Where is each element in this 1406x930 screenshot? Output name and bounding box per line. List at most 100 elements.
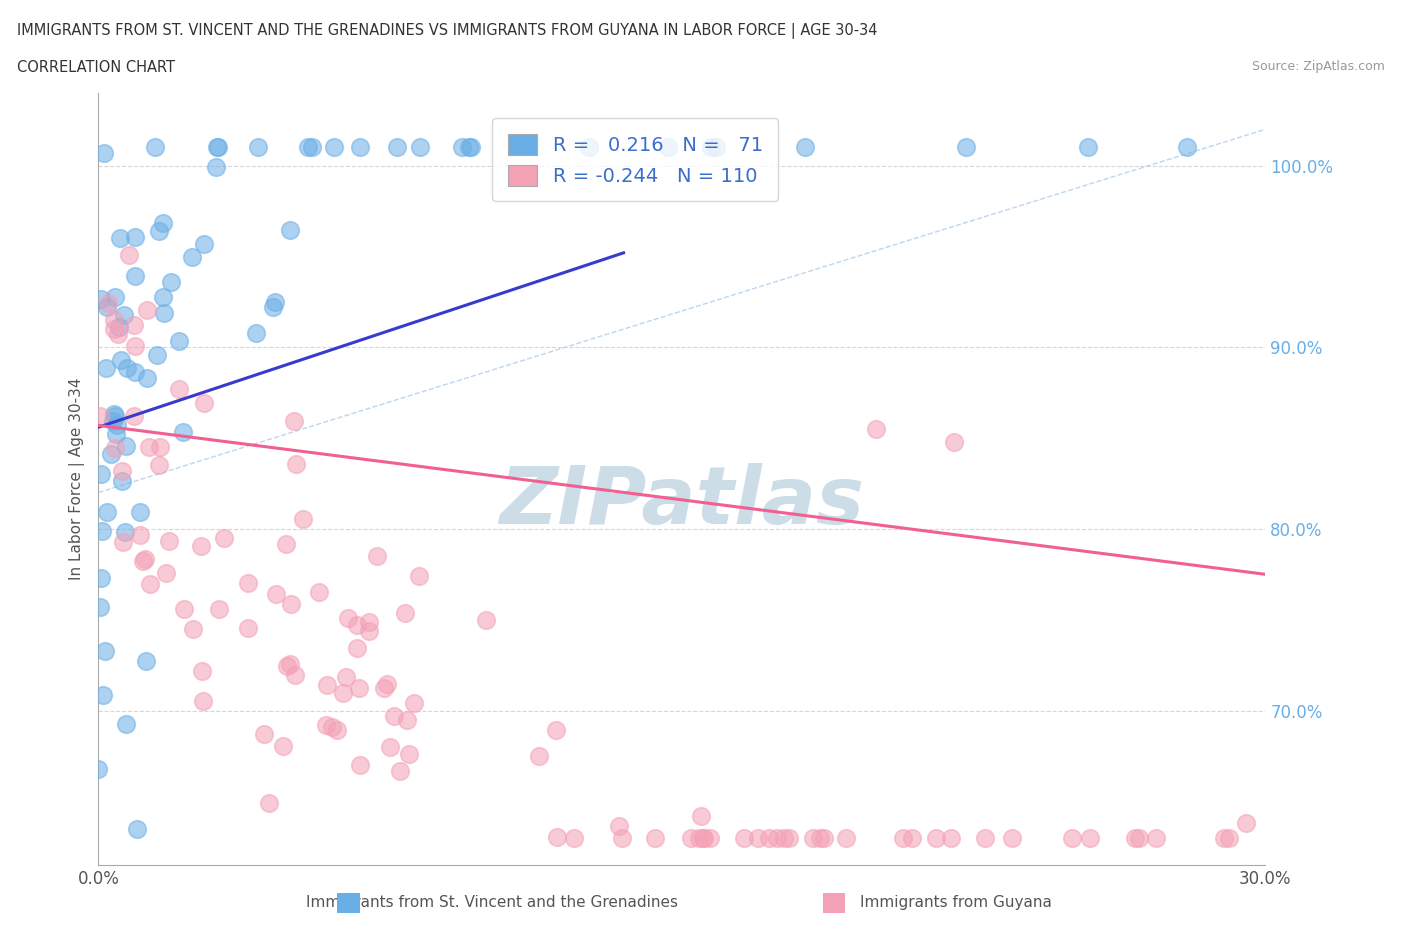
Point [153, 305, 176, 320]
Point [93, 146, 115, 161]
Point [285, 457, 308, 472]
Point [332, 685, 354, 700]
Point [835, 830, 858, 845]
Point [104, 408, 127, 423]
Point [1144, 830, 1167, 845]
Point [657, 140, 679, 155]
Point [308, 584, 330, 599]
Point [644, 830, 666, 845]
Point [96, 299, 118, 314]
Point [205, 140, 228, 155]
Point [152, 289, 174, 304]
Point [253, 726, 276, 741]
Point [238, 620, 260, 635]
Point [325, 723, 347, 737]
Point [115, 717, 138, 732]
Point [373, 680, 395, 695]
Point [699, 830, 721, 845]
Point [207, 140, 229, 155]
Point [398, 747, 420, 762]
Point [138, 440, 160, 455]
Point [688, 830, 710, 845]
Point [278, 657, 301, 671]
Point [527, 749, 550, 764]
Point [111, 535, 134, 550]
Point [1218, 830, 1240, 845]
Point [128, 528, 150, 543]
Point [104, 427, 127, 442]
Point [1001, 830, 1024, 845]
Legend: R =   0.216   N =   71, R = -0.244   N = 110: R = 0.216 N = 71, R = -0.244 N = 110 [492, 118, 778, 202]
Point [190, 538, 212, 553]
Text: Immigrants from Guyana: Immigrants from Guyana [860, 895, 1052, 910]
Point [700, 140, 723, 155]
Point [322, 140, 344, 155]
Point [193, 395, 215, 410]
Point [366, 549, 388, 564]
Point [114, 525, 136, 539]
Point [346, 641, 368, 656]
Point [679, 830, 702, 845]
Point [359, 624, 381, 639]
Point [337, 611, 360, 626]
Point [94, 361, 117, 376]
Point [276, 536, 298, 551]
Point [132, 553, 155, 568]
Point [245, 326, 267, 340]
Point [264, 586, 287, 601]
Point [191, 694, 214, 709]
Point [394, 605, 416, 620]
Point [388, 764, 411, 778]
Point [346, 618, 368, 632]
Point [925, 830, 948, 845]
Point [375, 676, 398, 691]
Point [110, 352, 132, 367]
Point [259, 795, 281, 810]
Point [396, 712, 419, 727]
Point [758, 830, 780, 845]
Point [122, 317, 145, 332]
Point [409, 140, 432, 155]
Point [208, 602, 231, 617]
Point [124, 365, 146, 379]
Point [100, 447, 122, 462]
Point [96, 505, 118, 520]
Point [172, 424, 194, 439]
Point [793, 140, 815, 155]
Point [180, 249, 202, 264]
Point [382, 709, 405, 724]
Point [280, 596, 302, 611]
Point [135, 303, 157, 318]
Point [139, 577, 162, 591]
Point [148, 457, 170, 472]
Text: Source: ZipAtlas.com: Source: ZipAtlas.com [1251, 60, 1385, 73]
Point [408, 568, 430, 583]
Point [578, 140, 600, 155]
Point [124, 269, 146, 284]
Point [118, 247, 141, 262]
Point [111, 473, 134, 488]
Point [135, 370, 157, 385]
Point [103, 322, 125, 337]
Point [1123, 830, 1146, 845]
Point [103, 414, 125, 429]
Y-axis label: In Labor Force | Age 30-34: In Labor Force | Age 30-34 [69, 378, 84, 580]
Point [813, 830, 835, 845]
Point [103, 312, 125, 327]
Text: Immigrants from St. Vincent and the Grenadines: Immigrants from St. Vincent and the Gren… [307, 895, 678, 910]
Point [1078, 830, 1101, 845]
Point [173, 602, 195, 617]
Point [321, 720, 343, 735]
Point [562, 830, 585, 845]
Point [747, 830, 769, 845]
Point [692, 830, 714, 845]
Point [89, 408, 111, 423]
Point [181, 622, 204, 637]
Point [238, 576, 260, 591]
Point [457, 140, 479, 155]
Point [733, 830, 755, 845]
Point [204, 160, 226, 175]
Point [134, 551, 156, 566]
Point [246, 140, 269, 155]
Point [114, 438, 136, 453]
